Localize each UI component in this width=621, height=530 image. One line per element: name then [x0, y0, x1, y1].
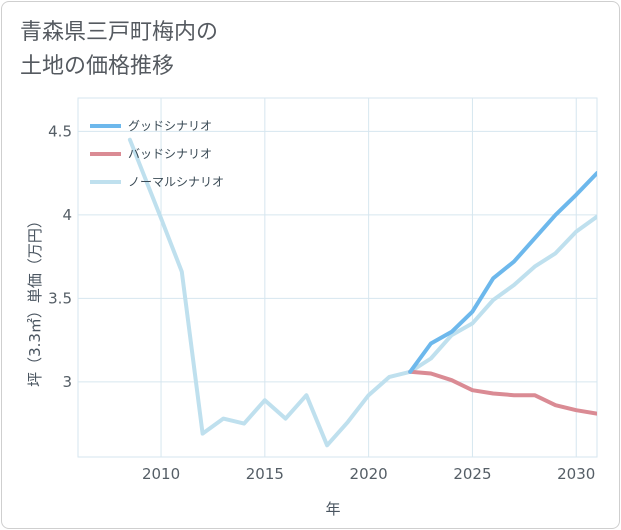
x-axis-ticks: 2010 2015 2020 2025 2030 [142, 465, 595, 483]
x-axis-label: 年 [325, 500, 340, 518]
legend-label: ノーマルシナリオ [128, 175, 224, 189]
x-tick-label: 2030 [557, 465, 595, 483]
series-line-1 [408, 369, 597, 416]
chart-title-line1: 青森県三戸町梅内の [20, 20, 219, 45]
x-tick-label: 2015 [246, 465, 284, 483]
y-tick-label: 3 [62, 373, 72, 391]
grid-lines [77, 97, 598, 458]
series-line-2 [127, 137, 597, 448]
x-tick-label: 2010 [142, 465, 180, 483]
legend-label: グッドシナリオ [128, 119, 212, 133]
y-axis-label: 坪（3.3㎡）単価（万円） [26, 213, 44, 387]
chart-title-line2: 土地の価格推移 [20, 54, 175, 79]
x-tick-label: 2020 [350, 465, 388, 483]
series-line-0 [408, 171, 597, 374]
y-tick-label: 4.5 [48, 122, 72, 140]
plot-area-border [77, 97, 598, 458]
x-tick-label: 2025 [453, 465, 491, 483]
y-tick-label: 3.5 [48, 289, 72, 307]
y-tick-label: 4 [62, 206, 72, 224]
chart-title: 青森県三戸町梅内の 土地の価格推移 [20, 16, 218, 84]
series-lines [127, 137, 597, 448]
legend-label: バッドシナリオ [128, 147, 212, 161]
y-axis-ticks: 3 3.5 4 4.5 [48, 122, 72, 390]
